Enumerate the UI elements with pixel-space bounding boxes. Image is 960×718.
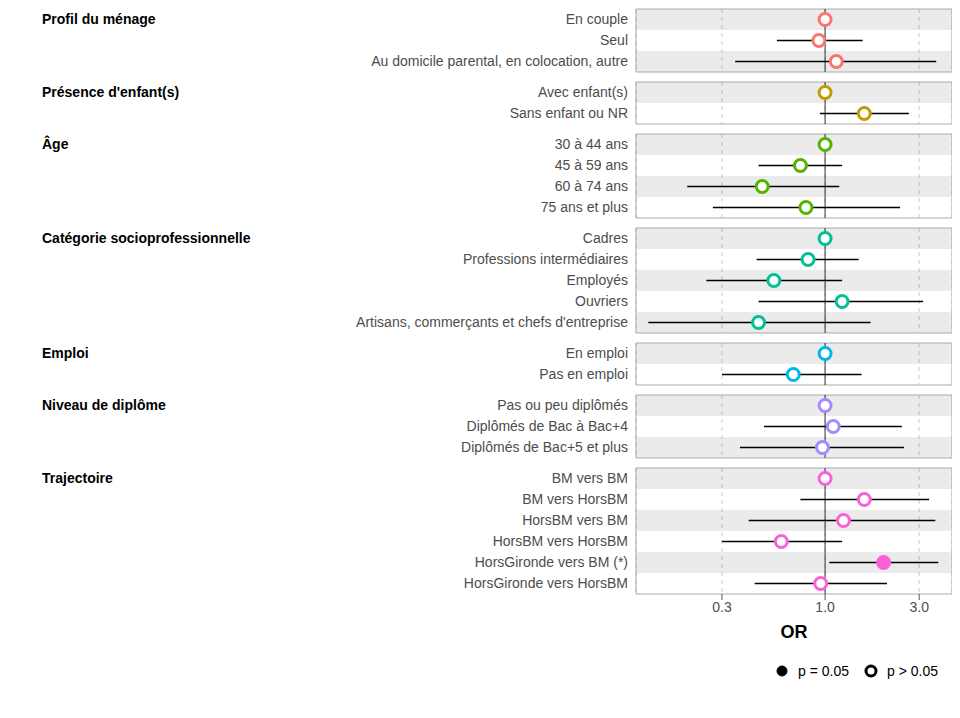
html-text:Profil du ménage: Profil du ménage <box>42 11 156 27</box>
svg-text:BM vers BM: BM vers BM <box>552 470 628 486</box>
svg-text:Artisans, commerçants et chefs: Artisans, commerçants et chefs d'entrepr… <box>356 314 628 330</box>
svg-text:1.0: 1.0 <box>815 599 835 615</box>
html-text:Trajectoire: Trajectoire <box>42 470 113 486</box>
html-text:p > 0.05: p > 0.05 <box>887 663 938 679</box>
svg-text:0.3: 0.3 <box>712 599 732 615</box>
svg-text:Diplômés de Bac à Bac+4: Diplômés de Bac à Bac+4 <box>467 418 629 434</box>
svg-text:Pas ou peu diplômés: Pas ou peu diplômés <box>497 397 628 413</box>
svg-text:Sans enfant ou NR: Sans enfant ou NR <box>510 105 628 121</box>
svg-text:Employés: Employés <box>567 272 628 288</box>
svg-text:Pas en emploi: Pas en emploi <box>539 366 628 382</box>
svg-text:BM vers HorsBM: BM vers HorsBM <box>522 491 628 507</box>
html-text:Niveau de diplôme: Niveau de diplôme <box>42 397 166 413</box>
svg-text:60 à 74 ans: 60 à 74 ans <box>555 178 628 194</box>
svg-text:Diplômés de Bac+5 et plus: Diplômés de Bac+5 et plus <box>461 439 628 455</box>
html-text:Présence d'enfant(s): Présence d'enfant(s) <box>42 84 180 100</box>
svg-text:En emploi: En emploi <box>566 345 628 361</box>
html-text:p = 0.05: p = 0.05 <box>798 663 849 679</box>
svg-text:Avec enfant(s): Avec enfant(s) <box>538 84 628 100</box>
svg-text:45 à 59 ans: 45 à 59 ans <box>555 157 628 173</box>
svg-text:OR: OR <box>781 622 808 641</box>
svg-text:HorsBM vers HorsBM: HorsBM vers HorsBM <box>493 533 628 549</box>
svg-text:75 ans et plus: 75 ans et plus <box>541 199 628 215</box>
svg-text:HorsGironde vers BM (*): HorsGironde vers BM (*) <box>475 554 628 570</box>
svg-text:Professions intermédiaires: Professions intermédiaires <box>463 251 628 267</box>
svg-text:HorsGironde vers HorsBM: HorsGironde vers HorsBM <box>464 575 628 591</box>
svg-text:30 à 44 ans: 30 à 44 ans <box>555 136 628 152</box>
html-text:Emploi: Emploi <box>42 345 89 361</box>
html-text:Âge: Âge <box>42 136 69 152</box>
svg-text:Seul: Seul <box>600 32 628 48</box>
html-text:Catégorie socioprofessionnelle: Catégorie socioprofessionnelle <box>42 230 251 246</box>
svg-text:En couple: En couple <box>566 11 628 27</box>
svg-text:3.0: 3.0 <box>909 599 929 615</box>
svg-text:Ouvriers: Ouvriers <box>575 293 628 309</box>
svg-text:HorsBM vers BM: HorsBM vers BM <box>522 512 628 528</box>
svg-text:Au domicile parental, en coloc: Au domicile parental, en colocation, aut… <box>371 53 628 69</box>
svg-text:Cadres: Cadres <box>583 230 628 246</box>
